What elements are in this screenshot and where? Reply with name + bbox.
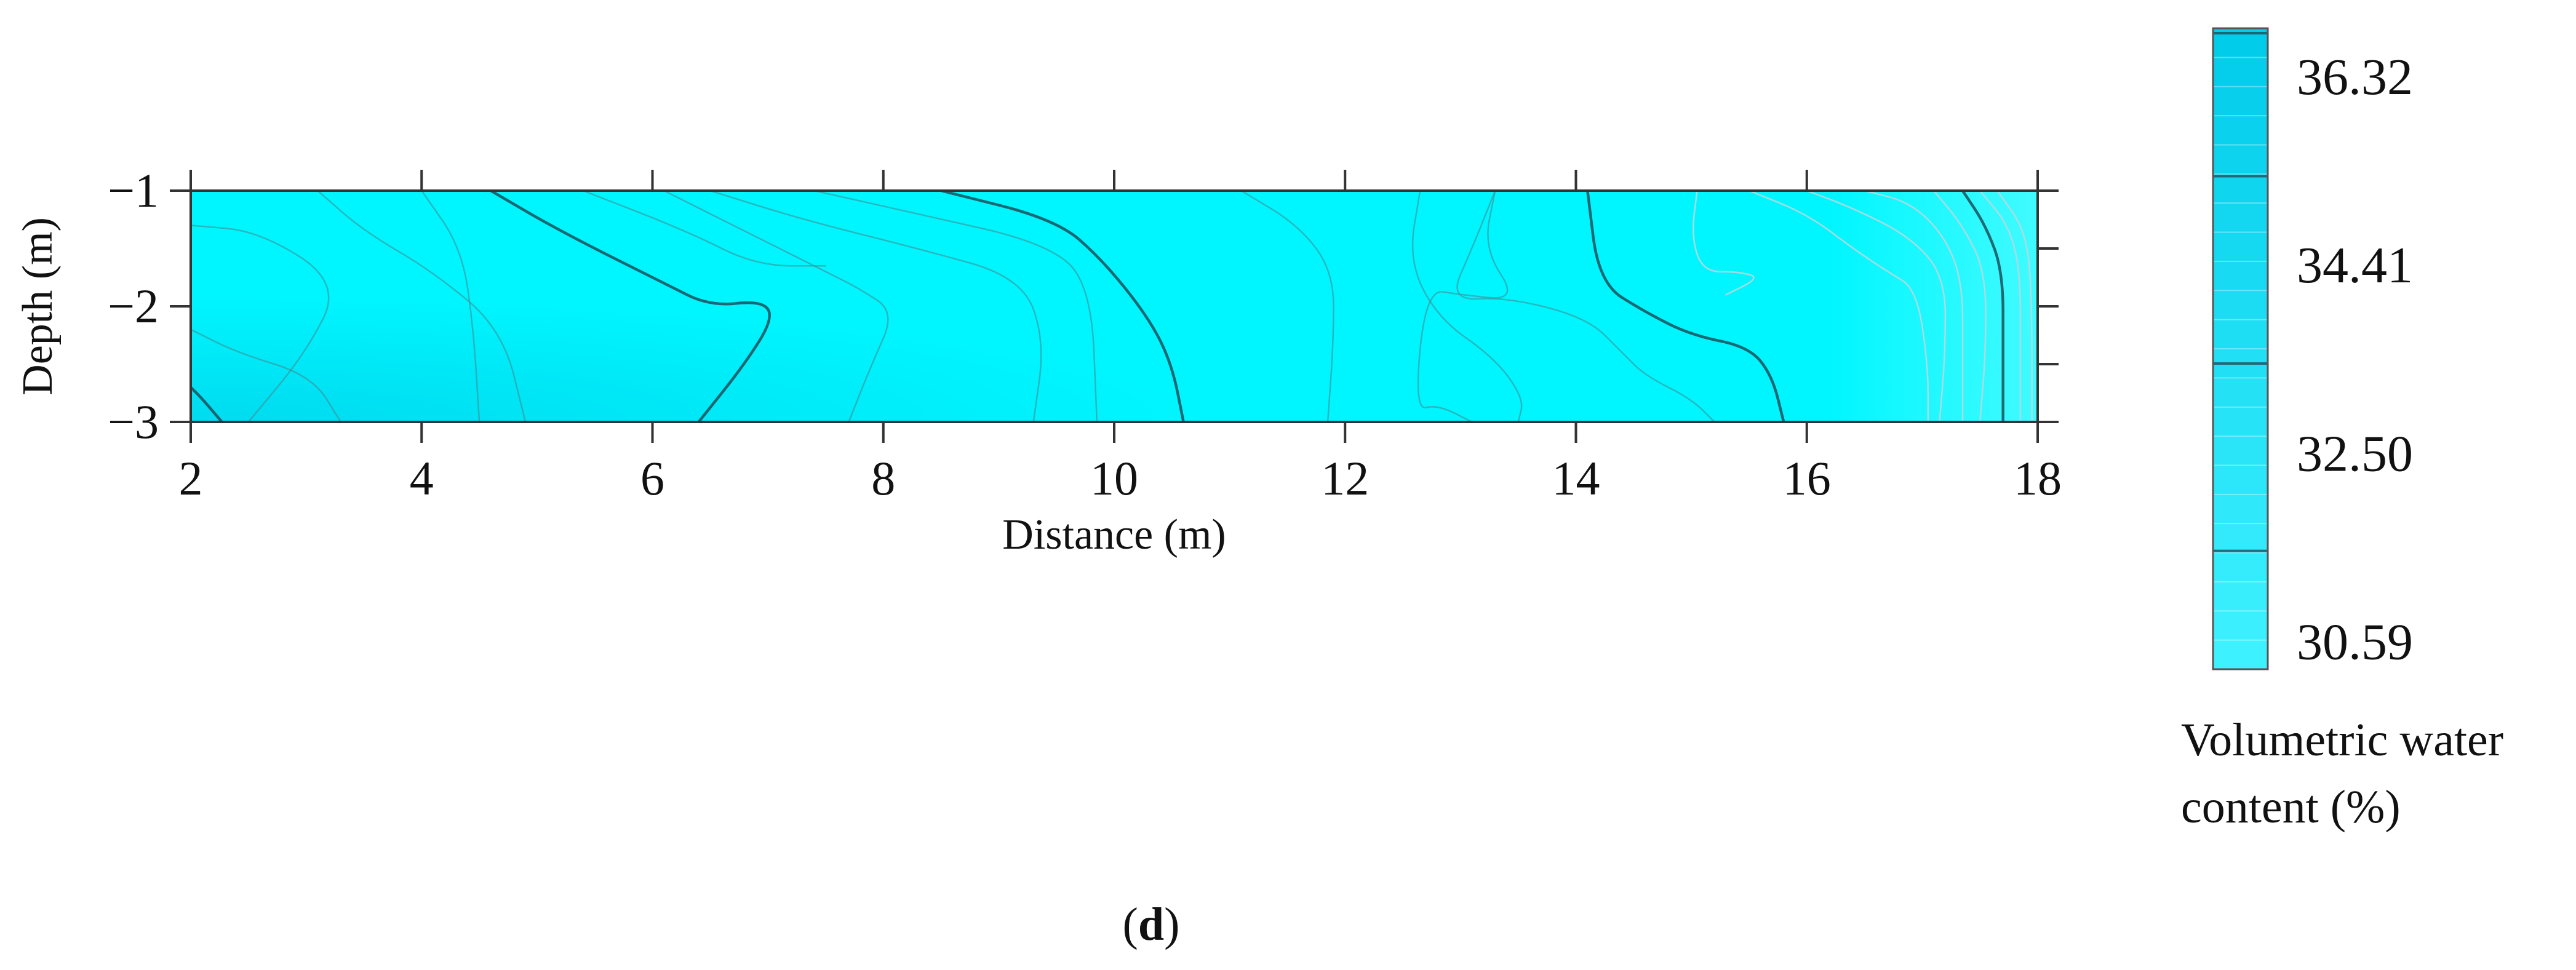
colorbar-label-4: 30.59: [2297, 614, 2413, 671]
axis-ticks: [170, 170, 2059, 443]
panel-label-close: ): [1164, 899, 1179, 950]
colorbar-band-15: [2213, 232, 2268, 262]
colorbar-label-3: 32.50: [2297, 425, 2413, 482]
contour-line-6: [489, 191, 771, 422]
x-tick-label-7: 14: [1552, 451, 1600, 505]
contour-line-7: [582, 191, 827, 267]
colorbar-level-lines: [2213, 32, 2268, 641]
colorbar-band-5: [2213, 523, 2268, 554]
colorbar-labels: 36.32 34.41 32.50 30.59: [2297, 49, 2413, 671]
x-tick-label-9: 18: [2014, 451, 2062, 505]
colorbar: 36.32 34.41 32.50 30.59 Volumetric water co…: [2181, 27, 2503, 833]
y-tick-labels: −1 −2 −3: [108, 164, 159, 448]
contour-line-3: [191, 225, 330, 422]
x-tick-label-4: 8: [871, 451, 895, 505]
contour-line-18: [1748, 191, 1929, 422]
high-content-region: [191, 191, 2038, 422]
colorbar-band-13: [2213, 290, 2268, 320]
colorbar-band-19: [2213, 116, 2268, 146]
panel-label-letter: d: [1138, 899, 1164, 950]
colorbar-band-12: [2213, 319, 2268, 349]
colorbar-label-2: 34.41: [2297, 237, 2413, 294]
colorbar-band-17: [2213, 173, 2268, 204]
y-tick-label-3: −3: [108, 395, 159, 448]
contour-line-16: [1586, 191, 1785, 422]
contour-line-11: [939, 191, 1185, 422]
colorbar-band-3: [2213, 581, 2268, 611]
contour-line-22: [1961, 191, 2004, 422]
colorbar-title-line-1: Volumetric water: [2181, 714, 2503, 766]
contour-line-12: [1240, 191, 1334, 422]
contour-line-14: [1456, 191, 1715, 422]
colorbar-band-4: [2213, 552, 2268, 582]
colorbar-band-6: [2213, 494, 2268, 524]
plot-area: [191, 191, 2038, 422]
colorbar-band-20: [2213, 86, 2268, 116]
contour-lines: [191, 191, 2033, 422]
x-tick-label-5: 10: [1090, 451, 1138, 505]
colorbar-band-9: [2213, 407, 2268, 437]
colorbar-band-8: [2213, 436, 2268, 466]
colorbar-bands: [2213, 28, 2268, 670]
contour-line-9: [709, 191, 1042, 422]
x-axis-title: Distance (m): [1002, 511, 1226, 559]
y-axis-title: Depth (m): [14, 217, 62, 396]
panel-label: (d): [1123, 899, 1180, 950]
contour-line-19: [1806, 191, 1947, 422]
colorbar-band-18: [2213, 145, 2268, 175]
colorbar-band-14: [2213, 261, 2268, 291]
contour-line-15: [1417, 191, 1509, 422]
x-tick-labels: 2 4 6 8 10 12 14 16 18: [179, 451, 2062, 505]
contour-line-8: [663, 191, 889, 422]
contour-line-23: [1979, 191, 2022, 422]
colorbar-title-line-2: content (%): [2181, 781, 2401, 833]
panel-label-open: (: [1123, 899, 1138, 950]
colorbar-band-7: [2213, 465, 2268, 495]
contour-line-20: [1864, 191, 1964, 422]
colorbar-band-16: [2213, 203, 2268, 233]
contour-line-13: [1411, 191, 1523, 422]
colorbar-label-1: 36.32: [2297, 49, 2413, 106]
contour-line-5: [421, 191, 481, 422]
contour-line-4: [317, 191, 527, 422]
y-tick-label-1: −1: [108, 164, 159, 217]
contour-line-10: [813, 191, 1098, 422]
x-tick-label-1: 2: [179, 451, 203, 505]
y-tick-label-2: −2: [108, 279, 159, 333]
colorbar-band-10: [2213, 378, 2268, 408]
contour-line-17: [1692, 191, 1755, 296]
x-tick-label-8: 16: [1783, 451, 1831, 505]
contour-line-2: [191, 328, 342, 422]
contour-line-21: [1932, 191, 1987, 422]
contour-line-1: [191, 386, 223, 422]
colorbar-frame: [2212, 27, 2269, 670]
x-tick-label-6: 12: [1321, 451, 1369, 505]
colorbar-band-2: [2213, 611, 2268, 641]
x-tick-label-2: 4: [410, 451, 434, 505]
colorbar-band-1: [2213, 640, 2268, 670]
contour-line-24: [1996, 191, 2033, 422]
colorbar-band-21: [2213, 57, 2268, 87]
x-tick-label-3: 6: [640, 451, 664, 505]
